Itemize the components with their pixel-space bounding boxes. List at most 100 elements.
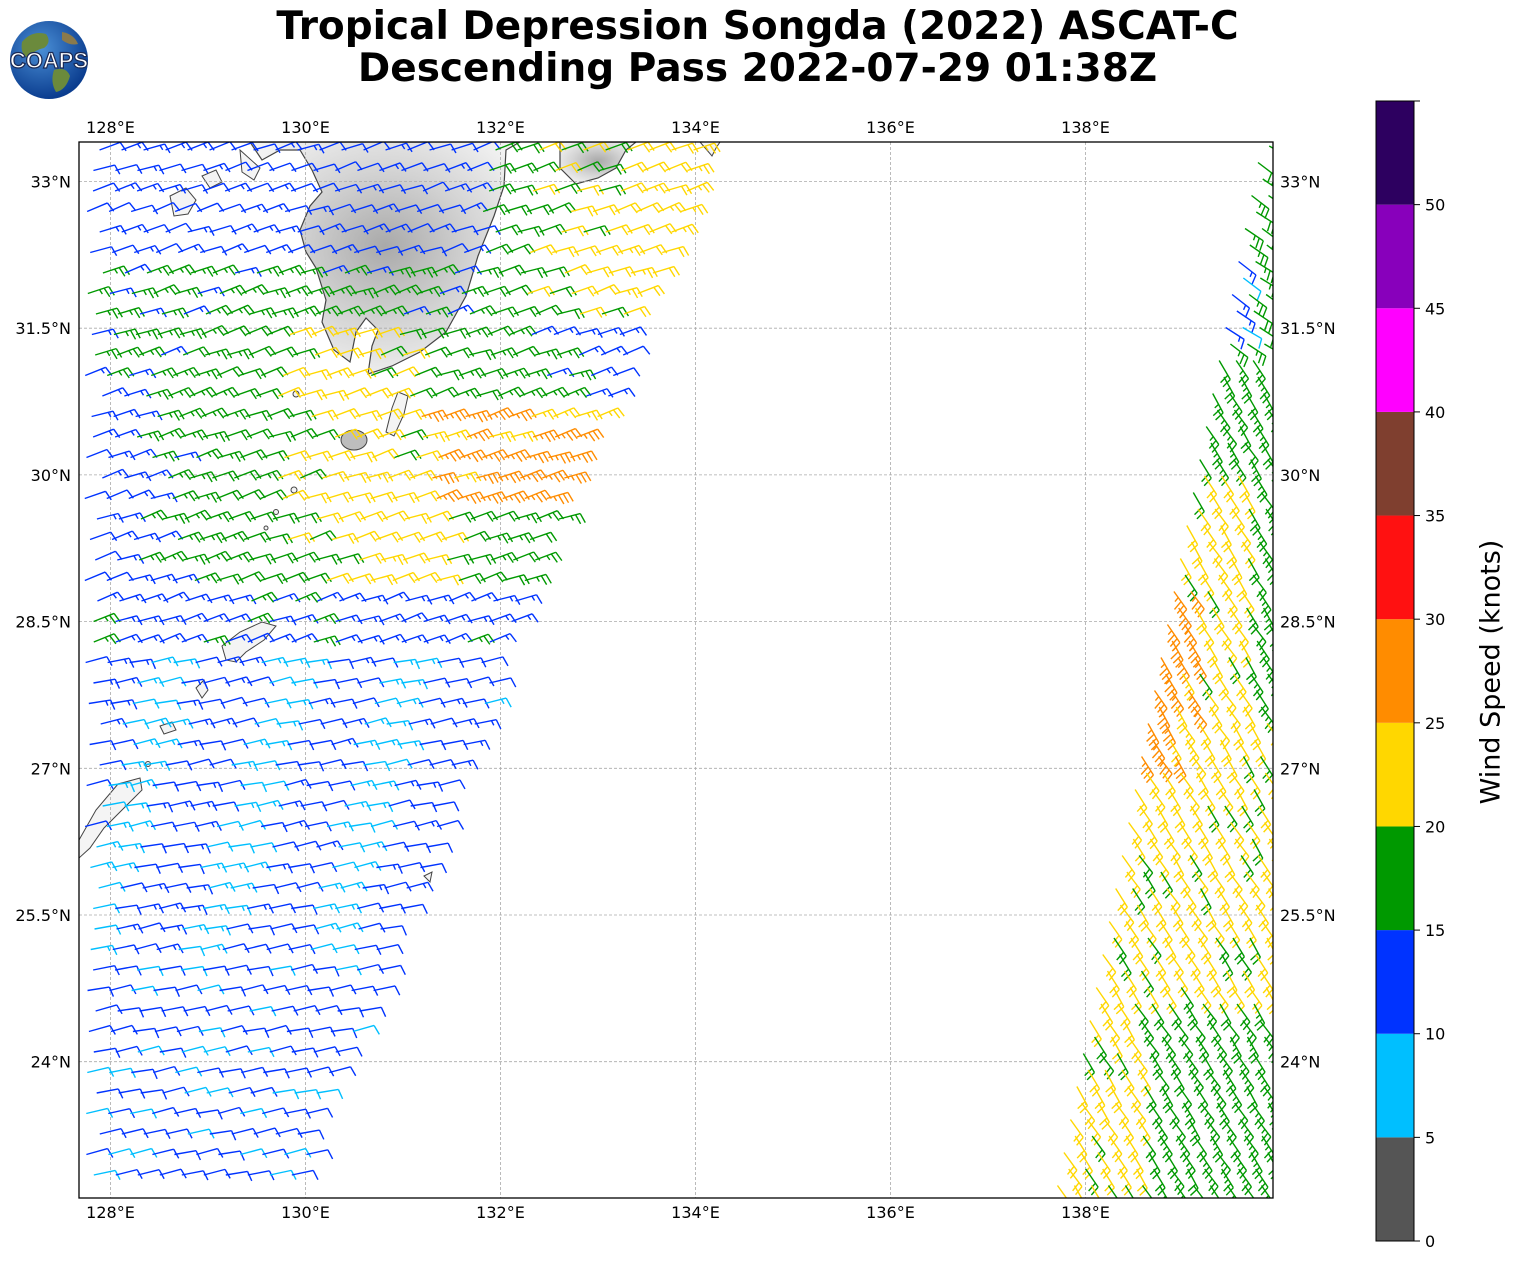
- wind-barb: [420, 862, 448, 874]
- wind-barb: [358, 922, 386, 933]
- wind-barb: [284, 1147, 312, 1158]
- wind-barb: [370, 491, 398, 503]
- wind-barb: [1192, 492, 1205, 520]
- wind-barb: [1164, 937, 1177, 965]
- wind-barb: [284, 1108, 312, 1119]
- wind-barb: [222, 943, 250, 954]
- wind-barb: [1056, 1185, 1068, 1198]
- wind-barb: [575, 328, 603, 338]
- wind-barb: [416, 203, 445, 214]
- colorbar-bin-3: [1376, 826, 1414, 931]
- wind-barb: [185, 593, 213, 604]
- wind-barb: [489, 162, 517, 174]
- left-lat-label-0: 33°N: [31, 173, 71, 192]
- wind-barb: [1133, 1053, 1148, 1080]
- wind-barb: [244, 244, 272, 255]
- wind-barb: [247, 965, 274, 977]
- wind-barb: [1266, 937, 1273, 965]
- wind-barb: [316, 840, 344, 851]
- wind-barb: [108, 450, 136, 461]
- wind-barb: [467, 676, 495, 687]
- wind-barb: [1242, 756, 1255, 784]
- wind-barb: [1170, 640, 1184, 668]
- wind-barb: [300, 801, 328, 812]
- wind-barb: [336, 922, 364, 933]
- colorbar-tick-0: 0: [1425, 1232, 1435, 1251]
- colorbar-tick-8: 40: [1425, 403, 1445, 422]
- wind-barb: [212, 264, 241, 276]
- left-lat-label-1: 31.5°N: [15, 319, 71, 338]
- wind-barb: [300, 389, 328, 401]
- wind-barb: [1069, 1119, 1084, 1146]
- wind-barb: [402, 347, 431, 360]
- wind-barb: [138, 346, 167, 358]
- wind-barb: [322, 470, 350, 483]
- wind-barb: [200, 245, 228, 256]
- wind-barb: [117, 1007, 145, 1018]
- wind-barb: [490, 347, 519, 359]
- wind-barb: [220, 1025, 248, 1036]
- wind-barb: [262, 780, 290, 791]
- wind-barb: [481, 367, 509, 380]
- wind-barb: [1182, 1152, 1196, 1179]
- wind-barb: [159, 163, 187, 174]
- wind-barb: [1136, 904, 1150, 932]
- colorbar-bin-7: [1376, 411, 1414, 516]
- wind-barb: [291, 162, 319, 173]
- wind-barb: [328, 203, 357, 214]
- wind-barb: [627, 223, 655, 236]
- wind-barb: [1212, 393, 1224, 421]
- wind-barb: [1237, 739, 1250, 767]
- wind-barb: [1221, 904, 1234, 932]
- wind-barb: [338, 511, 367, 523]
- wind-barb: [571, 285, 599, 297]
- wind-barb: [282, 819, 311, 830]
- wind-barb: [140, 1089, 168, 1100]
- wind-barb: [124, 388, 152, 399]
- wind-barb: [561, 142, 589, 154]
- wind-barb: [1245, 657, 1257, 685]
- wind-barb: [275, 225, 303, 236]
- wind-barb: [240, 781, 268, 793]
- wind-barb: [1246, 1036, 1259, 1064]
- wind-barb: [115, 164, 143, 174]
- wind-barb: [337, 553, 365, 565]
- wind-barb: [1242, 1020, 1257, 1047]
- wind-barb: [218, 1150, 245, 1161]
- wind-barb: [198, 698, 226, 709]
- wind-barb: [225, 633, 253, 644]
- wind-barb: [1205, 640, 1218, 668]
- wind-barb: [316, 512, 344, 524]
- wind-barb: [158, 183, 187, 194]
- wind-barb: [1181, 723, 1196, 750]
- wind-barb: [385, 758, 413, 769]
- colorbar-bin-8: [1376, 308, 1414, 412]
- wind-barb: [1192, 1185, 1204, 1198]
- wind-barb: [1209, 1185, 1220, 1198]
- wind-barb: [671, 223, 699, 235]
- wind-barb: [1234, 888, 1249, 915]
- wind-barb: [1249, 723, 1262, 751]
- wind-barb: [337, 1007, 365, 1018]
- wind-barb: [1259, 1020, 1273, 1047]
- wind-barb: [1082, 1053, 1096, 1081]
- wind-barb: [491, 551, 519, 564]
- wind-barb: [350, 204, 379, 214]
- wind-barb: [357, 634, 385, 645]
- wind-barb: [484, 697, 512, 708]
- wind-barb: [203, 1168, 231, 1179]
- wind-barb: [1172, 1069, 1185, 1097]
- wind-barb: [271, 307, 299, 319]
- wind-barb: [1190, 541, 1203, 569]
- wind-barb: [429, 143, 457, 154]
- wind-barb: [286, 699, 314, 710]
- wind-barb: [401, 612, 429, 623]
- wind-barb: [1211, 657, 1224, 685]
- wind-barb: [1259, 326, 1273, 347]
- wind-barb: [1247, 343, 1267, 367]
- wind-barb: [422, 181, 451, 192]
- wind-barb: [406, 881, 434, 892]
- wind-barb: [306, 1107, 334, 1118]
- wind-barb: [438, 204, 467, 215]
- wind-barb: [177, 739, 205, 751]
